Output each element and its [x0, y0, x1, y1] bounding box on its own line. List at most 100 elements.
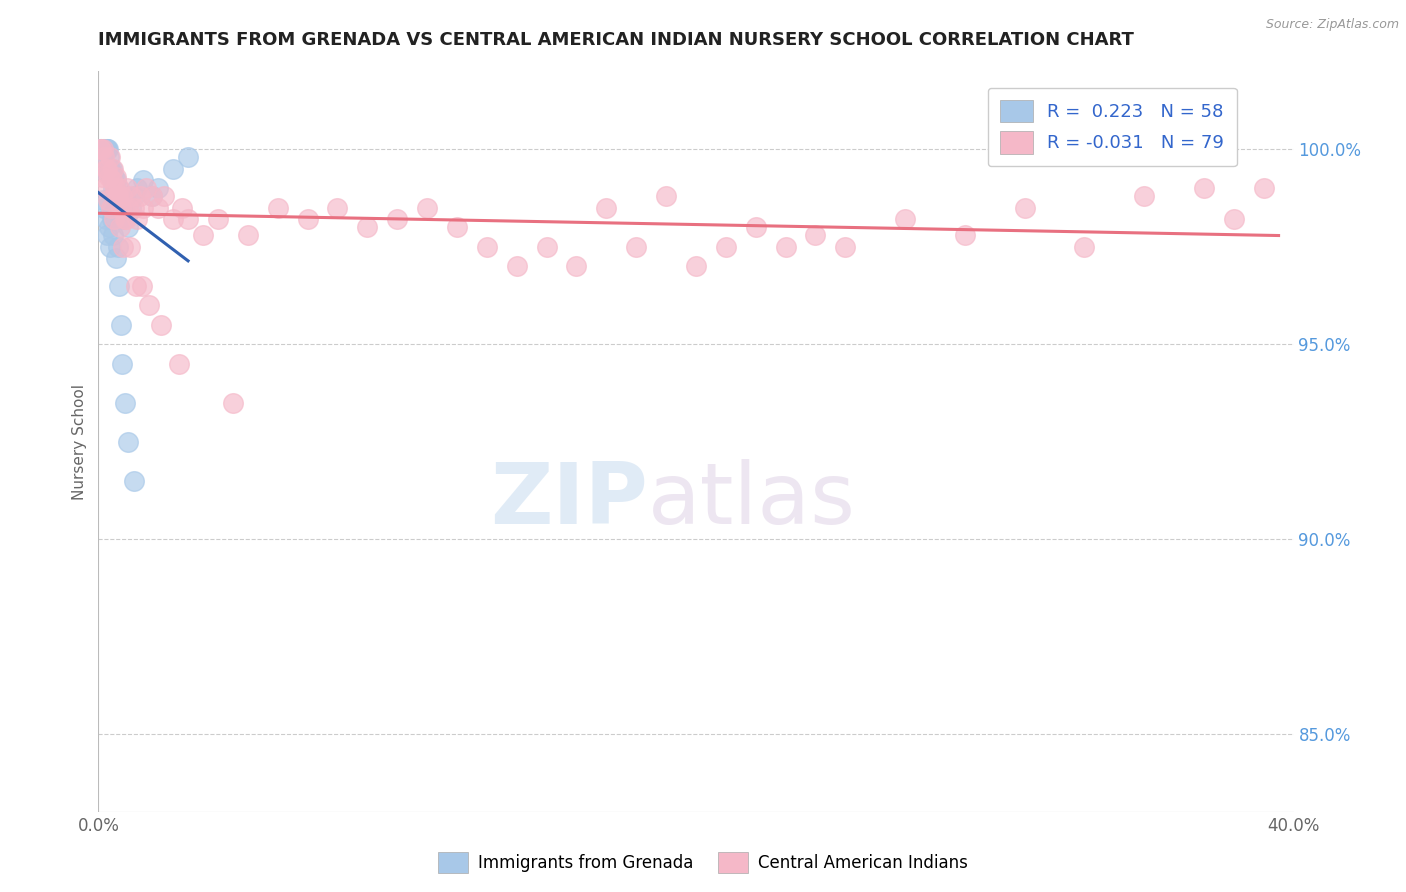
Point [101, 173, 124, 187]
Point [103, 212, 125, 227]
Point [93, 201, 115, 215]
Point [110, 201, 132, 215]
Point [804, 227, 827, 242]
Point [115, 209, 138, 223]
Point [114, 212, 136, 227]
Point [94, 161, 117, 176]
Point [98, 161, 121, 176]
Point [97, 193, 120, 207]
Point [108, 278, 131, 293]
Point [100, 169, 122, 184]
Point [127, 181, 149, 195]
Point [172, 201, 194, 215]
Point [108, 220, 131, 235]
Point [108, 189, 131, 203]
Point [97, 142, 120, 156]
Point [91, 142, 114, 156]
Point [117, 201, 139, 215]
Point [101, 173, 124, 187]
Point [97, 150, 120, 164]
Point [148, 181, 170, 195]
Point [90, 142, 112, 156]
Point [177, 150, 200, 164]
Point [120, 201, 142, 215]
Point [104, 189, 127, 203]
Point [138, 298, 160, 312]
Point [1133, 189, 1156, 203]
Point [745, 220, 768, 235]
Point [105, 201, 128, 215]
Point [104, 201, 127, 215]
Point [98, 150, 122, 164]
Point [132, 173, 155, 187]
Point [1014, 201, 1036, 215]
Point [103, 181, 125, 195]
Point [475, 240, 498, 254]
Point [103, 161, 125, 176]
Point [124, 474, 146, 488]
Point [105, 252, 128, 266]
Point [236, 227, 259, 242]
Point [124, 189, 146, 203]
Point [127, 212, 149, 227]
Point [162, 212, 184, 227]
Point [120, 189, 142, 203]
Point [96, 227, 118, 242]
Point [129, 189, 152, 203]
Point [148, 201, 170, 215]
Point [506, 259, 529, 273]
Point [107, 240, 129, 254]
Point [626, 240, 648, 254]
Point [91, 142, 114, 156]
Point [118, 240, 141, 254]
Point [565, 259, 588, 273]
Point [112, 201, 135, 215]
Point [834, 240, 856, 254]
Point [111, 240, 134, 254]
Point [446, 220, 468, 235]
Point [107, 189, 129, 203]
Point [267, 201, 290, 215]
Point [94, 212, 117, 227]
Point [1223, 212, 1246, 227]
Point [162, 161, 184, 176]
Point [96, 142, 118, 156]
Text: atlas: atlas [648, 459, 856, 542]
Point [105, 169, 128, 184]
Text: IMMIGRANTS FROM GRENADA VS CENTRAL AMERICAN INDIAN NURSERY SCHOOL CORRELATION CH: IMMIGRANTS FROM GRENADA VS CENTRAL AMERI… [98, 31, 1135, 49]
Point [115, 181, 138, 195]
Point [167, 357, 190, 371]
Point [98, 161, 122, 176]
Point [114, 395, 136, 409]
Point [177, 212, 200, 227]
Point [111, 357, 134, 371]
Point [125, 278, 148, 293]
Point [356, 220, 378, 235]
Point [112, 201, 135, 215]
Point [124, 201, 146, 215]
Point [91, 142, 114, 156]
Point [207, 212, 229, 227]
Point [108, 181, 131, 195]
Point [297, 212, 319, 227]
Point [953, 227, 976, 242]
Legend: R =  0.223   N = 58, R = -0.031   N = 79: R = 0.223 N = 58, R = -0.031 N = 79 [987, 87, 1237, 166]
Point [536, 240, 558, 254]
Point [101, 161, 124, 176]
Point [97, 220, 120, 235]
Legend: Immigrants from Grenada, Central American Indians: Immigrants from Grenada, Central America… [432, 846, 974, 880]
Point [153, 189, 176, 203]
Point [103, 227, 125, 242]
Point [141, 189, 163, 203]
Point [94, 142, 117, 156]
Point [90, 161, 112, 176]
Point [89, 142, 111, 156]
Point [104, 181, 127, 195]
Point [107, 181, 129, 195]
Point [100, 201, 122, 215]
Point [103, 169, 125, 184]
Point [132, 201, 155, 215]
Point [90, 142, 112, 156]
Point [115, 212, 138, 227]
Point [101, 212, 124, 227]
